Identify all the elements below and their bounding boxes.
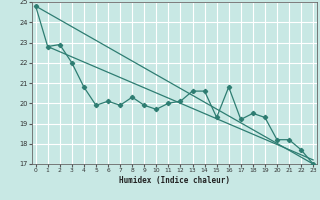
X-axis label: Humidex (Indice chaleur): Humidex (Indice chaleur) bbox=[119, 176, 230, 185]
